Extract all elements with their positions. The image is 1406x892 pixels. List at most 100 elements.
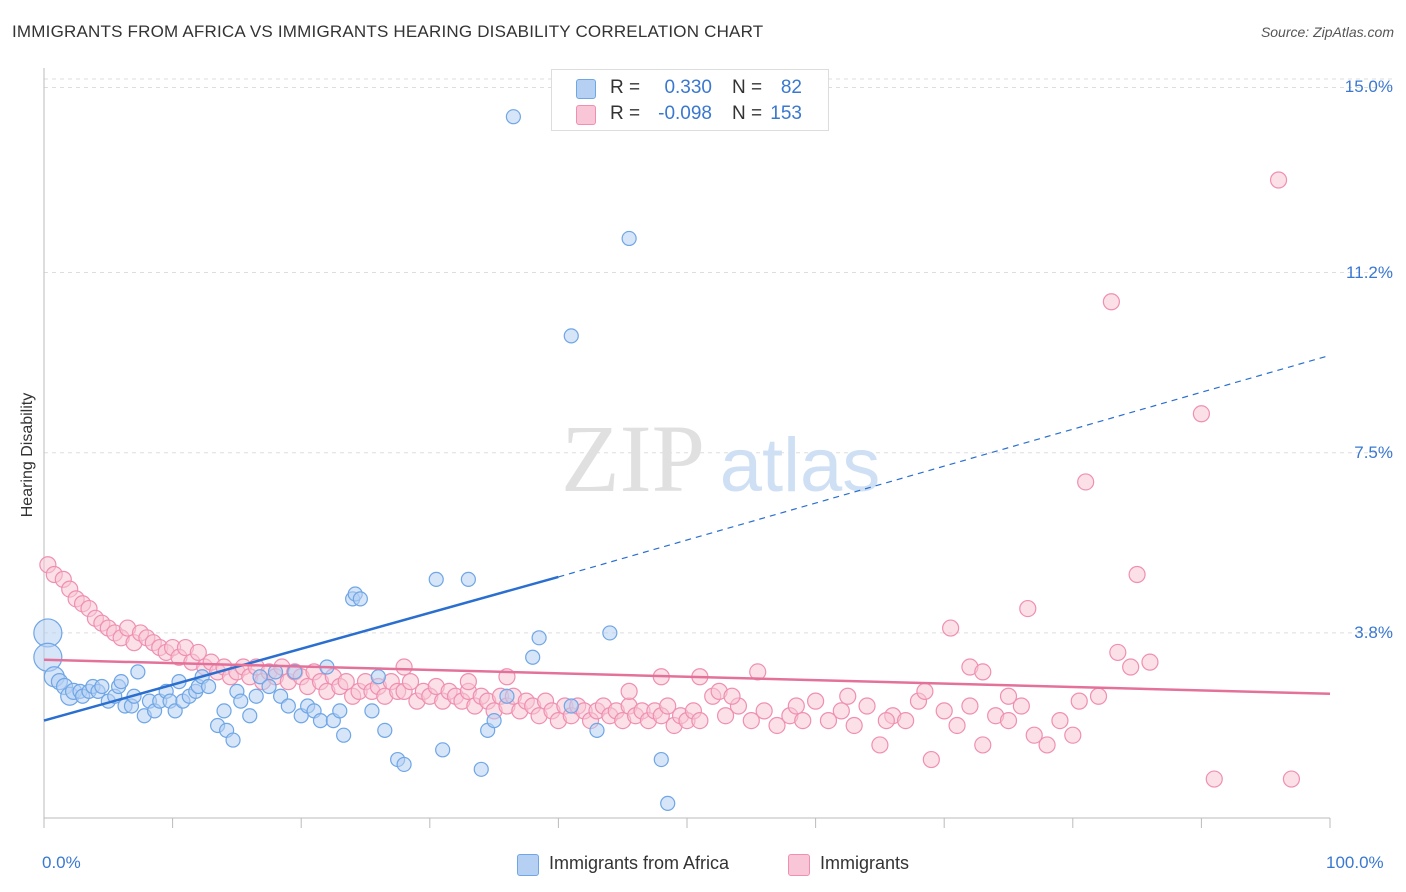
chart-title: IMMIGRANTS FROM AFRICA VS IMMIGRANTS HEA…: [12, 22, 764, 41]
immigrants-trend-line: [43, 658, 1331, 696]
africa-point: [261, 678, 277, 695]
stats-row-immigrants: R = -0.098 N = 153: [552, 101, 828, 127]
immigrants-point: [871, 736, 889, 754]
africa-point: [473, 761, 489, 777]
blue-swatch-icon: [576, 79, 596, 99]
africa-point: [428, 571, 444, 587]
chart-source: Source: ZipAtlas.com: [1260, 24, 1394, 40]
n-label: N =: [732, 77, 763, 98]
immigrants-point: [942, 619, 960, 637]
africa-point: [336, 727, 352, 743]
africa-point: [352, 591, 368, 607]
immigrants-point: [916, 682, 934, 700]
immigrants-point: [742, 711, 760, 730]
africa-point: [280, 698, 296, 714]
pink-swatch-icon: [788, 854, 810, 876]
africa-point: [531, 630, 547, 646]
immigrants-point: [832, 702, 850, 720]
africa-point: [216, 703, 232, 719]
africa-point: [653, 751, 669, 768]
immigrants-point: [1128, 565, 1146, 584]
africa-point: [499, 688, 515, 704]
immigrants-point: [845, 716, 863, 735]
africa-point: [130, 664, 146, 680]
immigrants-point: [1269, 171, 1288, 189]
africa-point: [332, 703, 348, 719]
africa-point: [525, 649, 541, 665]
immigrants-point: [974, 736, 992, 754]
immigrants-point: [877, 711, 895, 730]
immigrants-point: [806, 692, 825, 710]
africa-point: [113, 674, 129, 690]
x-tick-label-min: 0.0%: [42, 853, 81, 872]
immigrants-point: [1038, 736, 1056, 754]
immigrants-point: [787, 697, 805, 715]
immigrants-point: [691, 711, 709, 730]
africa-point: [435, 742, 451, 758]
africa-point: [621, 230, 637, 247]
africa-point: [563, 698, 579, 714]
axes: [43, 68, 1331, 828]
x-tick-label-max: 100.0%: [1326, 853, 1384, 872]
correlation-stats-box: R = 0.330 N = 82 R = -0.098 N = 153: [551, 69, 829, 131]
r-label: R =: [610, 103, 641, 124]
africa-point: [370, 669, 386, 685]
immigrants-point: [620, 682, 638, 700]
immigrants-point: [659, 697, 677, 715]
africa-point: [589, 722, 605, 738]
immigrants-point: [794, 711, 812, 730]
immigrants-point: [999, 711, 1018, 730]
blue-swatch-icon: [517, 854, 539, 876]
immigrants-point: [337, 673, 355, 691]
immigrants-point: [1205, 770, 1223, 788]
africa-point: [252, 669, 268, 685]
n-value: 153: [770, 103, 802, 124]
y-tick-label: 7.5%: [1354, 442, 1393, 462]
immigrants-point: [1019, 599, 1037, 618]
watermark-zip: ZIP: [561, 405, 705, 512]
africa-point: [602, 625, 618, 641]
immigrants-point: [935, 702, 953, 720]
immigrants-point: [1025, 726, 1043, 744]
immigrants-point: [459, 673, 477, 691]
legend-label: Immigrants from Africa: [549, 853, 730, 873]
immigrants-point: [922, 750, 940, 769]
africa-point: [460, 571, 476, 587]
immigrants-point: [1077, 473, 1095, 491]
africa-trend-line: [43, 575, 559, 722]
africa-point: [312, 712, 329, 729]
immigrants-point: [1070, 692, 1088, 710]
africa-trend-extension: [558, 354, 1331, 578]
africa-point: [287, 664, 303, 680]
watermark-atlas: atlas: [720, 423, 881, 508]
immigrants-point: [1141, 653, 1159, 671]
africa-point: [563, 328, 579, 344]
immigrants-point: [948, 716, 966, 735]
immigrants-point: [401, 673, 420, 691]
africa-point: [486, 712, 502, 729]
immigrants-point: [189, 643, 207, 662]
africa-point: [242, 708, 258, 724]
africa-point: [364, 703, 380, 719]
stats-row-africa: R = 0.330 N = 82: [552, 75, 828, 101]
immigrants-point: [1064, 726, 1082, 744]
immigrants-point: [749, 663, 767, 681]
africa-point: [660, 795, 676, 811]
immigrants-point: [1089, 687, 1108, 705]
r-value: 0.330: [664, 77, 712, 98]
africa-point: [233, 693, 249, 709]
africa-point: [225, 732, 241, 748]
immigrants-point: [716, 707, 735, 725]
immigrants-point: [897, 711, 915, 730]
n-label: N =: [732, 103, 763, 124]
immigrants-point: [723, 687, 741, 705]
africa-point: [505, 109, 521, 125]
gridlines: [44, 78, 1396, 634]
y-tick-label: 3.8%: [1354, 622, 1393, 642]
immigrants-point: [1192, 405, 1211, 423]
immigrants-point: [819, 711, 838, 730]
immigrants-point: [839, 687, 857, 705]
immigrants-point: [858, 697, 876, 715]
africa-point: [201, 678, 217, 695]
